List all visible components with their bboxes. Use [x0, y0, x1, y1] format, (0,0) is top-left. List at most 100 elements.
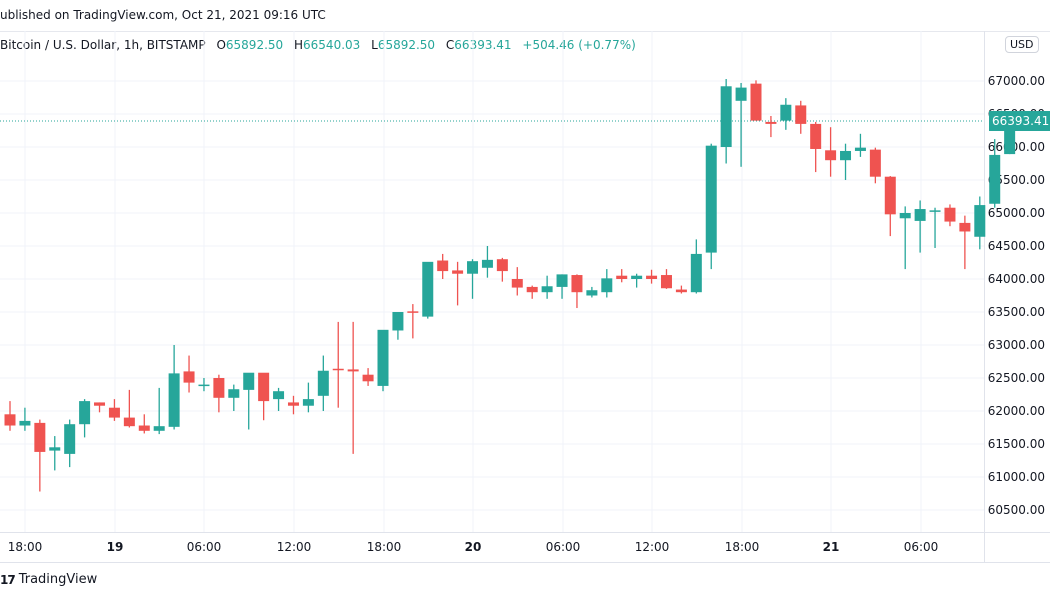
candle[interactable] — [690, 239, 702, 294]
price-tick-label: 63500.00 — [988, 305, 1045, 319]
candle[interactable] — [4, 401, 16, 431]
candle[interactable] — [675, 285, 687, 294]
candle[interactable] — [168, 345, 180, 430]
time-tick-label: 06:00 — [903, 540, 939, 554]
price-tick-label: 61000.00 — [988, 470, 1045, 484]
time-tick-label: 18:00 — [724, 540, 760, 554]
candle[interactable] — [108, 399, 120, 421]
price-tick-label: 66000.00 — [988, 140, 1045, 154]
candle[interactable] — [944, 204, 956, 227]
candle[interactable] — [780, 98, 792, 130]
candle[interactable] — [810, 121, 822, 173]
candle[interactable] — [228, 384, 240, 411]
candle[interactable] — [392, 312, 404, 340]
symbol-legend: Bitcoin / U.S. Dollar, 1h, BITSTAMP O658… — [0, 38, 636, 52]
candle[interactable] — [720, 79, 732, 164]
candle[interactable] — [616, 269, 628, 283]
candle[interactable] — [989, 139, 1001, 208]
price-tick-label: 67000.00 — [988, 74, 1045, 88]
time-tick-label: 18:00 — [7, 540, 43, 554]
candle[interactable] — [660, 269, 672, 289]
currency-badge[interactable]: USD — [1005, 36, 1039, 53]
candle[interactable] — [243, 372, 255, 430]
high-label: H — [294, 38, 304, 52]
candle[interactable] — [705, 143, 717, 270]
candle[interactable] — [198, 378, 210, 392]
candle[interactable] — [526, 285, 538, 299]
price-tick-label: 62500.00 — [988, 371, 1045, 385]
candle[interactable] — [541, 275, 553, 299]
time-tick-label: 06:00 — [186, 540, 222, 554]
price-tick-label: 65000.00 — [988, 206, 1045, 220]
candle[interactable] — [795, 100, 807, 134]
header-divider — [0, 31, 1050, 32]
candle[interactable] — [735, 82, 747, 167]
candle[interactable] — [362, 368, 374, 386]
candle[interactable] — [34, 419, 46, 492]
close-label: C — [445, 38, 455, 52]
candle[interactable] — [49, 436, 61, 471]
tradingview-logo-icon: 17 — [0, 572, 16, 587]
time-tick-label: 19 — [106, 540, 124, 554]
candle[interactable] — [213, 374, 225, 413]
candle[interactable] — [646, 269, 658, 284]
candle[interactable] — [317, 355, 329, 411]
candle[interactable] — [437, 253, 449, 279]
price-tick-label: 61500.00 — [988, 437, 1045, 451]
candle[interactable] — [138, 414, 150, 434]
candle[interactable] — [19, 407, 31, 431]
candle[interactable] — [631, 273, 643, 288]
candle[interactable] — [571, 274, 583, 309]
open-value: 65892.50 — [225, 38, 284, 52]
candle[interactable] — [467, 259, 479, 299]
candle[interactable] — [884, 176, 896, 237]
candle[interactable] — [511, 267, 523, 296]
price-tick-label: 64000.00 — [988, 272, 1045, 286]
low-value: 65892.50 — [377, 38, 436, 52]
tradingview-logo[interactable]: 17 TradingView — [0, 572, 97, 587]
candle[interactable] — [586, 286, 598, 298]
candle[interactable] — [153, 387, 165, 435]
candle[interactable] — [974, 196, 986, 250]
candle[interactable] — [332, 321, 344, 408]
candle[interactable] — [765, 115, 777, 138]
price-tick-label: 60500.00 — [988, 503, 1045, 517]
candle[interactable] — [347, 321, 359, 454]
candle[interactable] — [452, 261, 464, 306]
candle[interactable] — [183, 355, 195, 393]
candle[interactable] — [302, 382, 314, 413]
published-caption: ublished on TradingView.com, Oct 21, 202… — [0, 8, 326, 22]
open-label: O — [216, 38, 226, 52]
price-tick-label: 62000.00 — [988, 404, 1045, 418]
candle[interactable] — [422, 261, 434, 319]
candle[interactable] — [959, 215, 971, 270]
candle[interactable] — [840, 143, 852, 180]
candle[interactable] — [914, 200, 926, 253]
candle[interactable] — [287, 395, 299, 415]
time-tick-label: 18:00 — [366, 540, 402, 554]
candle[interactable] — [929, 207, 941, 248]
close-value: 66393.41 — [454, 38, 512, 52]
candle[interactable] — [899, 206, 911, 270]
candle[interactable] — [94, 402, 106, 413]
change-value: +504.46 (+0.77%) — [522, 38, 636, 52]
candle[interactable] — [496, 257, 508, 282]
price-tick-label: 63000.00 — [988, 338, 1045, 352]
candle[interactable] — [64, 419, 76, 468]
candle[interactable] — [123, 389, 135, 428]
candle[interactable] — [869, 147, 881, 184]
candle[interactable] — [750, 80, 762, 121]
candle[interactable] — [556, 274, 568, 299]
candle[interactable] — [601, 269, 613, 298]
candle[interactable] — [273, 387, 285, 411]
candle[interactable] — [258, 372, 270, 421]
candle[interactable] — [377, 329, 389, 392]
candle[interactable] — [854, 133, 866, 157]
candle[interactable] — [407, 304, 419, 339]
candle[interactable] — [825, 127, 837, 177]
candle[interactable] — [79, 399, 91, 438]
symbol-title: Bitcoin / U.S. Dollar, 1h, BITSTAMP — [0, 38, 206, 52]
candle[interactable] — [481, 246, 493, 278]
time-tick-label: 12:00 — [276, 540, 312, 554]
